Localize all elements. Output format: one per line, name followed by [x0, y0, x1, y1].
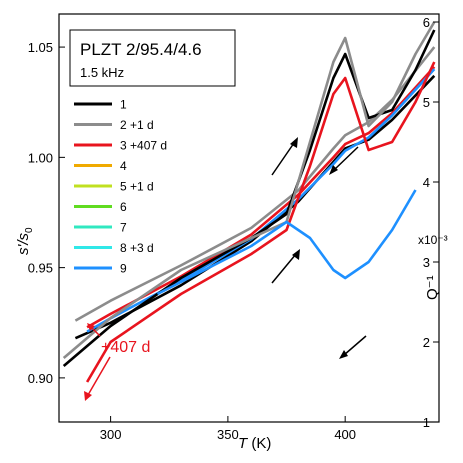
modulus-curve-3-407-d: [86, 66, 436, 329]
loss-curve-3-407-d: [85, 61, 436, 383]
legend-label-5-1-d: 5 +1 d: [120, 180, 154, 194]
cooling-arrow-modulus-head: [329, 165, 338, 175]
y-tick-label-left: 1.05: [28, 40, 53, 55]
cooling-arrow-modulus: [333, 146, 359, 171]
y-axis-label-left: s'/s0: [15, 227, 35, 255]
legend-label-3-407-d: 3 +407 d: [120, 139, 167, 153]
y-tick-label-left: 0.95: [28, 261, 53, 276]
heating-arrow-loss: [271, 253, 297, 284]
legend-label-7: 7: [120, 221, 127, 235]
heating-arrow-modulus: [271, 142, 295, 176]
right-axis-multiplier: x10⁻³: [418, 233, 448, 247]
loss-curve-9-cooling: [156, 189, 417, 296]
modulus-curve-9: [86, 68, 436, 333]
legend-label-1: 1: [120, 98, 127, 112]
heating-arrow-modulus-head: [290, 137, 298, 148]
annotation-label: +407 d: [101, 339, 150, 356]
legend-label-8-3-d: 8 +3 d: [120, 241, 154, 255]
x-tick-label: 350: [217, 427, 239, 442]
x-axis-label: T (K): [238, 435, 271, 452]
plot-frame: [58, 13, 440, 423]
annotation-arrow-lower-head: [84, 391, 92, 401]
x-tick-label: 400: [334, 427, 356, 442]
heating-arrow-loss-head: [292, 249, 300, 260]
legend-label-6: 6: [120, 200, 127, 214]
legend-label-9: 9: [120, 262, 127, 276]
loss-curve-2-1-d: [62, 21, 436, 359]
cooling-arrow-loss: [343, 335, 367, 356]
y-tick-label-right: 3: [423, 255, 430, 270]
title-frequency: 1.5 kHz: [80, 65, 124, 80]
y-tick-label-left: 1.00: [28, 150, 53, 165]
y-axis-label-right: Q⁻¹: [424, 275, 441, 300]
loss-curve-1: [62, 29, 436, 367]
annotation-arrow-lower: [87, 356, 111, 396]
y-tick-label-right: 5: [423, 95, 430, 110]
ticks-layer: 300 350 400 0.90 0.95 1.00 1.05 1 2 3 4 5 6: [28, 15, 439, 442]
y-tick-label-right: 6: [423, 15, 430, 30]
legend: 1 2 +1 d 3 +407 d 4 5 +1 d 6 7 8 +3 d 9: [74, 98, 167, 276]
legend-label-2-1-d: 2 +1 d: [120, 118, 154, 132]
title-sample: PLZT 2/95.4/4.6: [80, 40, 202, 59]
curves-layer: [62, 21, 436, 383]
legend-label-4: 4: [120, 159, 127, 173]
x-tick-label: 300: [100, 427, 122, 442]
y-tick-label-right: 1: [423, 415, 430, 430]
y-tick-label-left: 0.90: [28, 371, 53, 386]
y-tick-label-right: 2: [423, 335, 430, 350]
y-tick-label-right: 4: [423, 175, 430, 190]
title-box: [69, 29, 236, 87]
cooling-arrow-loss-head: [339, 350, 348, 359]
annotation-arrow-upper-head: [87, 323, 95, 331]
modulus-curve-2-1-d: [74, 46, 436, 322]
